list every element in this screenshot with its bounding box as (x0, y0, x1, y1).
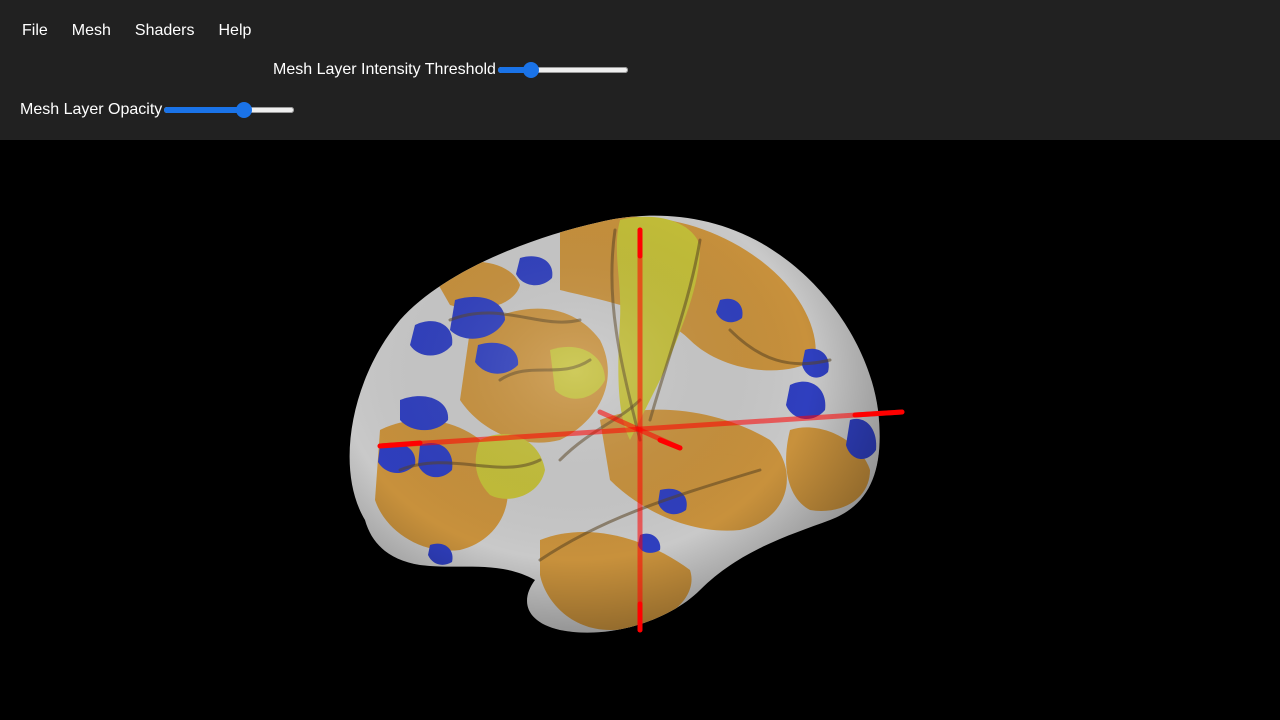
threshold-control: Mesh Layer Intensity Threshold (273, 60, 628, 80)
opacity-slider-fill (164, 107, 245, 113)
threshold-slider-thumb[interactable] (523, 62, 540, 78)
threshold-slider-track (497, 67, 628, 73)
opacity-slider[interactable] (164, 102, 295, 118)
menu-mesh[interactable]: Mesh (71, 22, 111, 39)
brain-render[interactable] (0, 140, 1280, 720)
menu-help[interactable]: Help (218, 22, 252, 39)
opacity-control: Mesh Layer Opacity (20, 100, 295, 120)
crosshair (377, 227, 905, 633)
opacity-label: Mesh Layer Opacity (20, 101, 163, 118)
menu-shaders[interactable]: Shaders (134, 22, 195, 39)
threshold-slider-fill (497, 67, 532, 73)
opacity-slider-thumb[interactable] (236, 102, 253, 118)
menubar: File Mesh Shaders Help (10, 17, 263, 45)
toolbar: File Mesh Shaders Help Mesh Layer Intens… (0, 0, 1280, 140)
threshold-slider[interactable] (497, 62, 628, 78)
threshold-label: Mesh Layer Intensity Threshold (273, 61, 496, 78)
menu-file[interactable]: File (22, 22, 48, 39)
render-viewport[interactable] (0, 140, 1280, 720)
